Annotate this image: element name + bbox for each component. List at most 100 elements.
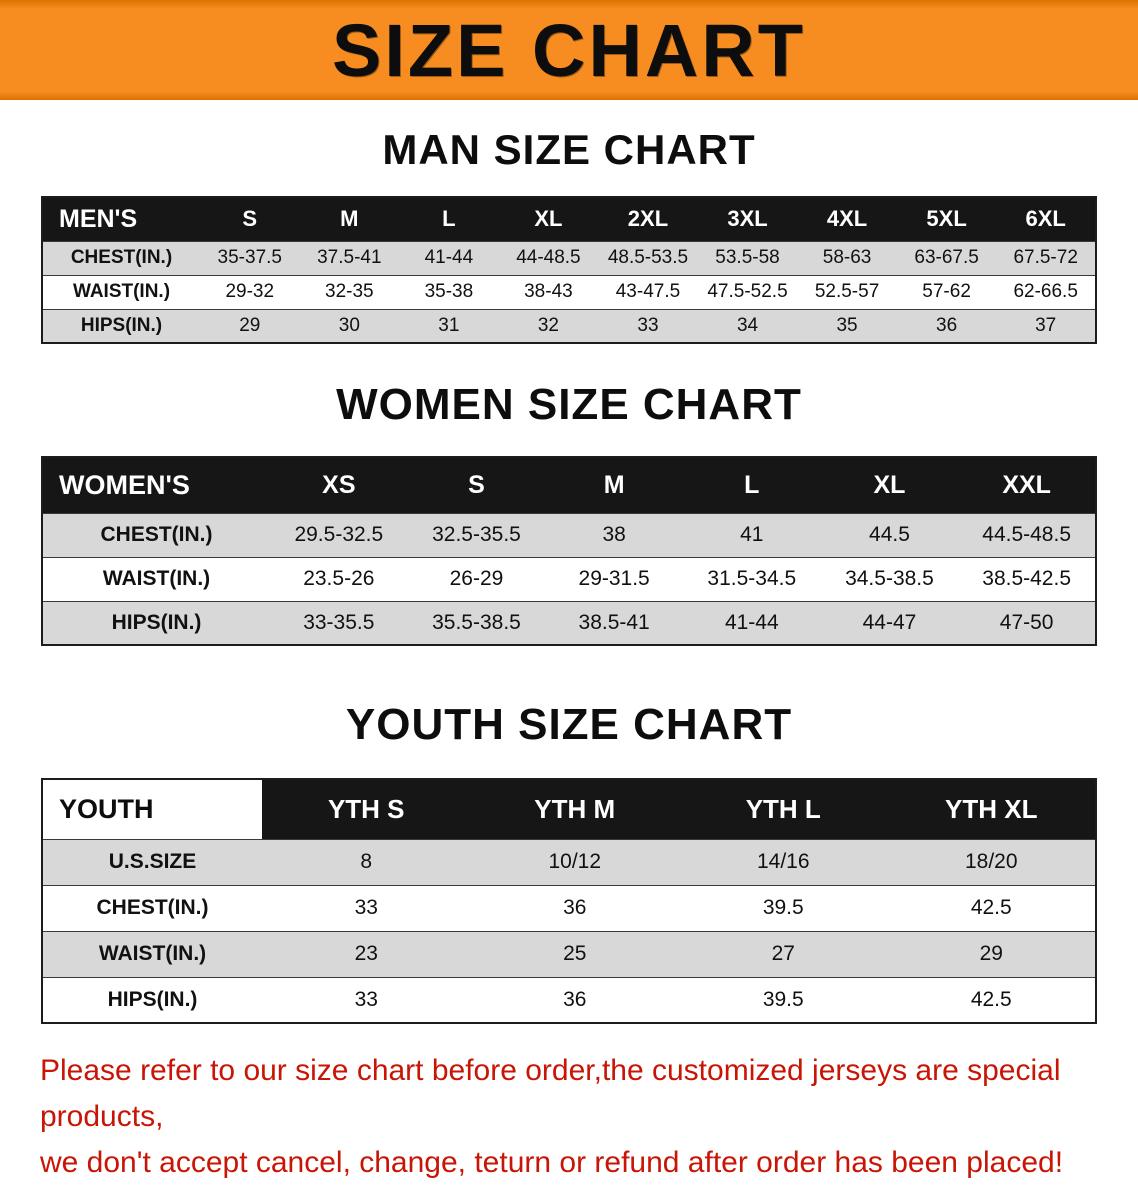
data-cell: 38.5-41 bbox=[545, 600, 683, 645]
data-cell: 34.5-38.5 bbox=[820, 556, 959, 601]
data-cell: 33 bbox=[262, 976, 471, 1023]
data-cell: 62-66.5 bbox=[996, 274, 1096, 309]
table-row: WAIST(IN.) 29-32 32-35 35-38 38-43 43-47.5 47.… bbox=[42, 274, 1096, 309]
size-header-cell: S bbox=[200, 197, 300, 241]
data-cell: 29.5-32.5 bbox=[270, 512, 408, 557]
size-header-cell: S bbox=[407, 457, 546, 513]
table-title-cell: YOUTH bbox=[42, 779, 262, 839]
row-label: HIPS(IN.) bbox=[42, 976, 262, 1023]
data-cell: 47-50 bbox=[958, 600, 1096, 645]
data-cell: 29-32 bbox=[200, 274, 300, 309]
row-label: HIPS(IN.) bbox=[42, 600, 270, 645]
size-header-cell: 2XL bbox=[598, 197, 698, 241]
women-table-header-row: WOMEN'S XS S M L XL XXL bbox=[42, 457, 1096, 513]
data-cell: 41 bbox=[682, 512, 821, 557]
size-header-cell: XL bbox=[820, 457, 959, 513]
table-row: CHEST(IN.) 33 36 39.5 42.5 bbox=[42, 884, 1096, 931]
data-cell: 42.5 bbox=[887, 976, 1096, 1023]
data-cell: 37 bbox=[996, 308, 1096, 343]
table-row: CHEST(IN.) 29.5-32.5 32.5-35.5 38 41 44.5 44.5… bbox=[42, 512, 1096, 557]
data-cell: 44-47 bbox=[820, 600, 959, 645]
youth-chart-heading: YOUTH SIZE CHART bbox=[345, 700, 793, 749]
size-header-cell: XXL bbox=[958, 457, 1096, 513]
page-title: SIZE CHART bbox=[332, 8, 806, 92]
youth-table-header-row: YOUTH YTH S YTH M YTH L YTH XL bbox=[42, 779, 1096, 839]
men-table-header-row: MEN'S S M L XL 2XL 3XL 4XL 5XL 6XL bbox=[42, 197, 1096, 241]
disclaimer-text: Please refer to our size chart before or… bbox=[40, 1048, 1100, 1186]
data-cell: 27 bbox=[679, 930, 888, 977]
data-cell: 26-29 bbox=[407, 556, 546, 601]
women-chart-heading: WOMEN SIZE CHART bbox=[336, 380, 802, 429]
row-label: HIPS(IN.) bbox=[42, 308, 200, 343]
data-cell: 58-63 bbox=[797, 240, 897, 275]
table-row: U.S.SIZE 8 10/12 14/16 18/20 bbox=[42, 838, 1096, 885]
data-cell: 44.5-48.5 bbox=[958, 512, 1096, 557]
disclaimer-line-1: Please refer to our size chart before or… bbox=[40, 1054, 1061, 1133]
data-cell: 8 bbox=[262, 838, 471, 885]
size-header-cell: YTH M bbox=[470, 779, 679, 839]
data-cell: 31.5-34.5 bbox=[682, 556, 821, 601]
data-cell: 23.5-26 bbox=[270, 556, 408, 601]
disclaimer-line-2: we don't accept cancel, change, teturn o… bbox=[40, 1146, 1064, 1179]
data-cell: 37.5-41 bbox=[299, 240, 400, 275]
data-cell: 41-44 bbox=[399, 240, 499, 275]
row-label: WAIST(IN.) bbox=[42, 274, 200, 309]
size-header-cell: YTH XL bbox=[887, 779, 1096, 839]
data-cell: 32 bbox=[498, 308, 599, 343]
size-header-cell: 4XL bbox=[797, 197, 897, 241]
data-cell: 39.5 bbox=[679, 884, 888, 931]
row-label: CHEST(IN.) bbox=[42, 884, 262, 931]
data-cell: 25 bbox=[470, 930, 679, 977]
data-cell: 30 bbox=[299, 308, 400, 343]
data-cell: 35-38 bbox=[399, 274, 499, 309]
size-header-cell: XS bbox=[270, 457, 408, 513]
row-label: CHEST(IN.) bbox=[42, 512, 270, 557]
size-header-cell: 5XL bbox=[896, 197, 997, 241]
data-cell: 18/20 bbox=[887, 838, 1096, 885]
table-row: WAIST(IN.) 23.5-26 26-29 29-31.5 31.5-34.5 34… bbox=[42, 556, 1096, 601]
data-cell: 29 bbox=[200, 308, 300, 343]
data-cell: 57-62 bbox=[896, 274, 997, 309]
data-cell: 42.5 bbox=[887, 884, 1096, 931]
data-cell: 29 bbox=[887, 930, 1096, 977]
men-chart-heading: MAN SIZE CHART bbox=[382, 126, 756, 173]
data-cell: 31 bbox=[399, 308, 499, 343]
data-cell: 52.5-57 bbox=[797, 274, 897, 309]
size-chart-banner: SIZE CHART bbox=[0, 0, 1138, 100]
youth-size-table: YOUTH YTH S YTH M YTH L YTH XL U.S.SIZE 8 10/1… bbox=[41, 778, 1097, 1024]
row-label: U.S.SIZE bbox=[42, 838, 262, 885]
data-cell: 23 bbox=[262, 930, 471, 977]
data-cell: 63-67.5 bbox=[896, 240, 997, 275]
data-cell: 39.5 bbox=[679, 976, 888, 1023]
data-cell: 48.5-53.5 bbox=[598, 240, 698, 275]
data-cell: 33 bbox=[598, 308, 698, 343]
table-row: CHEST(IN.) 35-37.5 37.5-41 41-44 44-48.5 48.5… bbox=[42, 240, 1096, 275]
data-cell: 34 bbox=[697, 308, 798, 343]
data-cell: 33 bbox=[262, 884, 471, 931]
data-cell: 41-44 bbox=[682, 600, 821, 645]
table-row: HIPS(IN.) 29 30 31 32 33 34 35 36 37 bbox=[42, 308, 1096, 343]
women-size-table: WOMEN'S XS S M L XL XXL CHEST(IN.) 29.5-32.5 32.… bbox=[41, 456, 1097, 646]
table-row: HIPS(IN.) 33 36 39.5 42.5 bbox=[42, 976, 1096, 1023]
data-cell: 36 bbox=[470, 976, 679, 1023]
data-cell: 29-31.5 bbox=[545, 556, 683, 601]
row-label: WAIST(IN.) bbox=[42, 930, 262, 977]
data-cell: 35-37.5 bbox=[200, 240, 300, 275]
data-cell: 44-48.5 bbox=[498, 240, 599, 275]
data-cell: 38.5-42.5 bbox=[958, 556, 1096, 601]
data-cell: 53.5-58 bbox=[697, 240, 798, 275]
size-header-cell: L bbox=[682, 457, 821, 513]
table-title-cell: MEN'S bbox=[42, 197, 200, 241]
size-header-cell: 6XL bbox=[996, 197, 1096, 241]
data-cell: 32.5-35.5 bbox=[407, 512, 546, 557]
data-cell: 36 bbox=[896, 308, 997, 343]
size-header-cell: 3XL bbox=[697, 197, 798, 241]
row-label: WAIST(IN.) bbox=[42, 556, 270, 601]
size-header-cell: YTH S bbox=[262, 779, 471, 839]
size-header-cell: YTH L bbox=[679, 779, 888, 839]
data-cell: 67.5-72 bbox=[996, 240, 1096, 275]
data-cell: 38 bbox=[545, 512, 683, 557]
data-cell: 44.5 bbox=[820, 512, 959, 557]
data-cell: 35.5-38.5 bbox=[407, 600, 546, 645]
data-cell: 47.5-52.5 bbox=[697, 274, 798, 309]
